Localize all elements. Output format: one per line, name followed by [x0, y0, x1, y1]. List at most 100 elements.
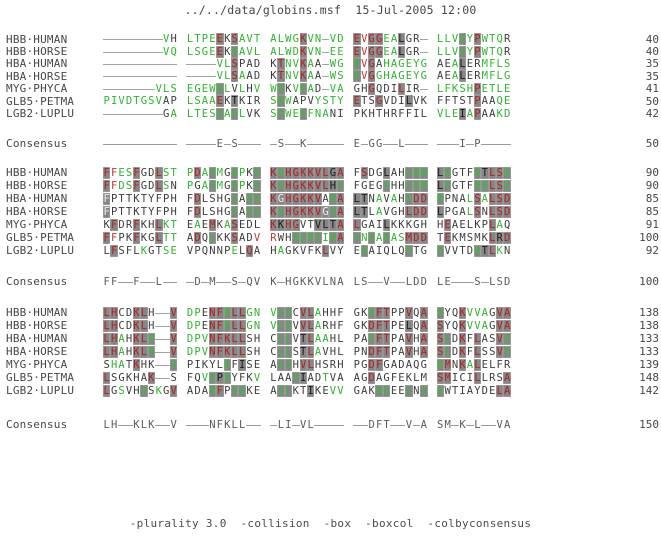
row-number: 100: [639, 275, 659, 288]
row-number: 50: [645, 137, 659, 151]
row-number: 90: [645, 166, 659, 179]
consensus-label: Consensus: [6, 137, 68, 151]
row-number: 85: [645, 192, 659, 205]
row-label: HBB·HUMAN: [6, 32, 68, 46]
row-number: 35: [645, 57, 659, 71]
row-number: 150: [639, 418, 659, 431]
row-label: HBA·HUMAN: [6, 57, 68, 71]
consensus-label: Consensus: [6, 275, 68, 288]
residue-group: E S: [186, 138, 262, 150]
row-number: 138: [639, 306, 659, 319]
row-label: LGB2·LUPLU: [6, 384, 75, 397]
row-label: GLB5·PETMA: [6, 231, 75, 244]
row-number: 100: [639, 231, 659, 244]
sequence-row: GLB5·PETMA F F P K F K G L T T A D Q L K K S A D V R W H A E R I I N A…: [6, 231, 659, 244]
row-label: HBB·HORSE: [6, 179, 68, 192]
row-label: MYG·PHYCA: [6, 218, 68, 231]
row-number: 148: [639, 371, 659, 384]
row-number: 50: [645, 94, 659, 108]
row-label: HBA·HUMAN: [6, 192, 68, 205]
row-number: 41: [645, 82, 659, 96]
sequence-row: HBA·HORSE F P T T K T Y F P H F D L S H G S A Q V K A H G K K V G D A L…: [6, 205, 659, 218]
row-number: 40: [645, 32, 659, 46]
row-number: 40: [645, 45, 659, 59]
row-number: 133: [639, 345, 659, 358]
residue-group: [103, 58, 178, 70]
row-number: 138: [639, 319, 659, 332]
sequence-row: LGB2·LUPLU L G S V H V S K G V A D A H F P V V K E A I L K T I K E V V…: [6, 384, 659, 397]
row-label: LGB2·LUPLU: [6, 107, 75, 121]
row-label: GLB5·PETMA: [6, 371, 75, 384]
row-label: HBB·HUMAN: [6, 306, 68, 319]
residue-group: [103, 138, 178, 150]
residue-group: S K: [269, 138, 345, 150]
